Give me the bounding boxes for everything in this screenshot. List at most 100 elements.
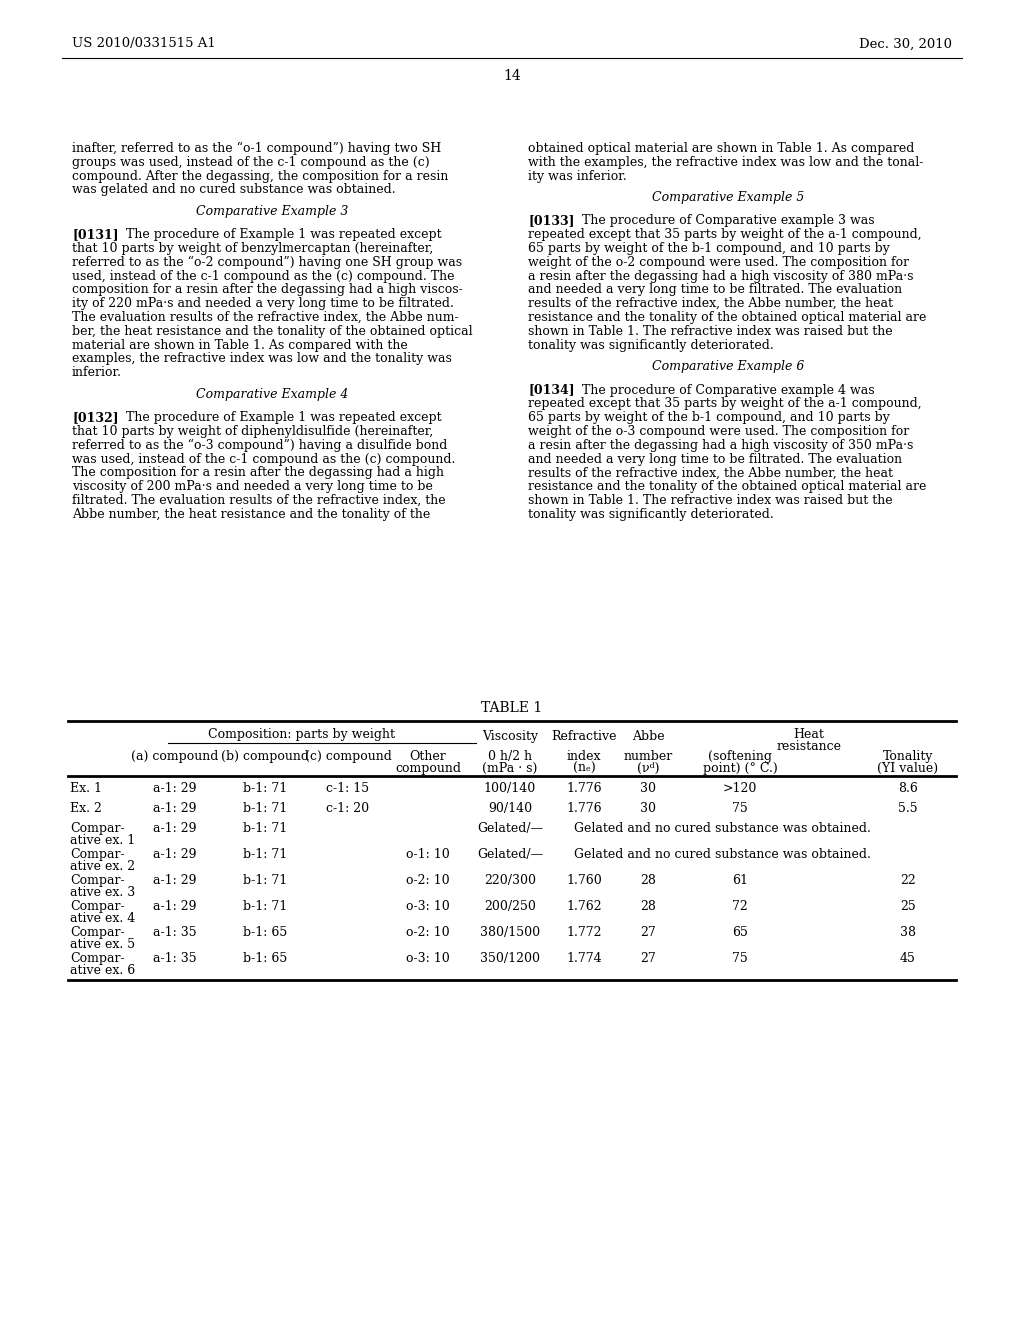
- Text: Gelated and no cured substance was obtained.: Gelated and no cured substance was obtai…: [574, 847, 870, 861]
- Text: Comparative Example 3: Comparative Example 3: [196, 205, 348, 218]
- Text: composition for a resin after the degassing had a high viscos-: composition for a resin after the degass…: [72, 284, 463, 297]
- Text: 22: 22: [900, 874, 915, 887]
- Text: 1.762: 1.762: [566, 900, 602, 913]
- Text: (mPa · s): (mPa · s): [482, 762, 538, 775]
- Text: tonality was significantly deteriorated.: tonality was significantly deteriorated.: [528, 508, 774, 520]
- Text: 61: 61: [732, 874, 748, 887]
- Text: weight of the o-3 compound were used. The composition for: weight of the o-3 compound were used. Th…: [528, 425, 909, 438]
- Text: ative ex. 2: ative ex. 2: [70, 861, 135, 873]
- Text: 1.776: 1.776: [566, 803, 602, 814]
- Text: 1.760: 1.760: [566, 874, 602, 887]
- Text: filtrated. The evaluation results of the refractive index, the: filtrated. The evaluation results of the…: [72, 494, 445, 507]
- Text: 1.772: 1.772: [566, 927, 602, 939]
- Text: c-1: 15: c-1: 15: [327, 781, 370, 795]
- Text: inferior.: inferior.: [72, 366, 122, 379]
- Text: and needed a very long time to be filtrated. The evaluation: and needed a very long time to be filtra…: [528, 453, 902, 466]
- Text: Gelated and no cured substance was obtained.: Gelated and no cured substance was obtai…: [574, 822, 870, 836]
- Text: was used, instead of the c-1 compound as the (c) compound.: was used, instead of the c-1 compound as…: [72, 453, 456, 466]
- Text: (b) compound: (b) compound: [221, 750, 309, 763]
- Text: (νᵈ): (νᵈ): [637, 762, 659, 775]
- Text: Composition: parts by weight: Composition: parts by weight: [208, 729, 395, 741]
- Text: that 10 parts by weight of diphenyldisulfide (hereinafter,: that 10 parts by weight of diphenyldisul…: [72, 425, 433, 438]
- Text: groups was used, instead of the c-1 compound as the (c): groups was used, instead of the c-1 comp…: [72, 156, 430, 169]
- Text: inafter, referred to as the “o-1 compound”) having two SH: inafter, referred to as the “o-1 compoun…: [72, 143, 441, 156]
- Text: resistance and the tonality of the obtained optical material are: resistance and the tonality of the obtai…: [528, 312, 927, 323]
- Text: Abbe number, the heat resistance and the tonality of the: Abbe number, the heat resistance and the…: [72, 508, 430, 520]
- Text: index: index: [566, 750, 601, 763]
- Text: Compar-: Compar-: [70, 847, 125, 861]
- Text: b-1: 71: b-1: 71: [243, 900, 287, 913]
- Text: with the examples, the refractive index was low and the tonal-: with the examples, the refractive index …: [528, 156, 924, 169]
- Text: b-1: 71: b-1: 71: [243, 874, 287, 887]
- Text: 27: 27: [640, 927, 656, 939]
- Text: 65 parts by weight of the b-1 compound, and 10 parts by: 65 parts by weight of the b-1 compound, …: [528, 242, 890, 255]
- Text: [0132]: [0132]: [72, 411, 119, 424]
- Text: (softening: (softening: [708, 750, 772, 763]
- Text: a-1: 29: a-1: 29: [154, 803, 197, 814]
- Text: b-1: 71: b-1: 71: [243, 847, 287, 861]
- Text: (c) compound: (c) compound: [304, 750, 391, 763]
- Text: a-1: 35: a-1: 35: [154, 952, 197, 965]
- Text: ber, the heat resistance and the tonality of the obtained optical: ber, the heat resistance and the tonalit…: [72, 325, 473, 338]
- Text: 90/140: 90/140: [488, 803, 532, 814]
- Text: Comparative Example 5: Comparative Example 5: [652, 191, 804, 205]
- Text: o-3: 10: o-3: 10: [407, 900, 450, 913]
- Text: o-3: 10: o-3: 10: [407, 952, 450, 965]
- Text: viscosity of 200 mPa·s and needed a very long time to be: viscosity of 200 mPa·s and needed a very…: [72, 480, 433, 494]
- Text: The procedure of Example 1 was repeated except: The procedure of Example 1 was repeated …: [114, 411, 441, 424]
- Text: results of the refractive index, the Abbe number, the heat: results of the refractive index, the Abb…: [528, 297, 893, 310]
- Text: compound. After the degassing, the composition for a resin: compound. After the degassing, the compo…: [72, 169, 449, 182]
- Text: The composition for a resin after the degassing had a high: The composition for a resin after the de…: [72, 466, 444, 479]
- Text: a-1: 29: a-1: 29: [154, 900, 197, 913]
- Text: US 2010/0331515 A1: US 2010/0331515 A1: [72, 37, 216, 50]
- Text: Compar-: Compar-: [70, 900, 125, 913]
- Text: ative ex. 4: ative ex. 4: [70, 912, 135, 925]
- Text: 1.776: 1.776: [566, 781, 602, 795]
- Text: referred to as the “o-3 compound”) having a disulfide bond: referred to as the “o-3 compound”) havin…: [72, 438, 447, 451]
- Text: Gelated/—: Gelated/—: [477, 822, 543, 836]
- Text: that 10 parts by weight of benzylmercaptan (hereinafter,: that 10 parts by weight of benzylmercapt…: [72, 242, 433, 255]
- Text: ative ex. 3: ative ex. 3: [70, 886, 135, 899]
- Text: The procedure of Comparative example 4 was: The procedure of Comparative example 4 w…: [570, 384, 874, 396]
- Text: Tonality: Tonality: [883, 750, 933, 763]
- Text: [0133]: [0133]: [528, 214, 574, 227]
- Text: [0131]: [0131]: [72, 228, 119, 242]
- Text: o-1: 10: o-1: 10: [407, 847, 450, 861]
- Text: obtained optical material are shown in Table 1. As compared: obtained optical material are shown in T…: [528, 143, 914, 154]
- Text: (nₑ): (nₑ): [572, 762, 595, 775]
- Text: >120: >120: [723, 781, 757, 795]
- Text: 65: 65: [732, 927, 748, 939]
- Text: tonality was significantly deteriorated.: tonality was significantly deteriorated.: [528, 339, 774, 351]
- Text: Abbe: Abbe: [632, 730, 665, 743]
- Text: o-2: 10: o-2: 10: [407, 927, 450, 939]
- Text: 72: 72: [732, 900, 748, 913]
- Text: a resin after the degassing had a high viscosity of 380 mPa·s: a resin after the degassing had a high v…: [528, 269, 913, 282]
- Text: TABLE 1: TABLE 1: [481, 701, 543, 715]
- Text: Ex. 2: Ex. 2: [70, 803, 101, 814]
- Text: 5.5: 5.5: [898, 803, 918, 814]
- Text: Compar-: Compar-: [70, 822, 125, 836]
- Text: The procedure of Example 1 was repeated except: The procedure of Example 1 was repeated …: [114, 228, 441, 242]
- Text: Other: Other: [410, 750, 446, 763]
- Text: ity of 220 mPa·s and needed a very long time to be filtrated.: ity of 220 mPa·s and needed a very long …: [72, 297, 454, 310]
- Text: Comparative Example 4: Comparative Example 4: [196, 388, 348, 401]
- Text: The evaluation results of the refractive index, the Abbe num-: The evaluation results of the refractive…: [72, 312, 459, 323]
- Text: 75: 75: [732, 952, 748, 965]
- Text: repeated except that 35 parts by weight of the a-1 compound,: repeated except that 35 parts by weight …: [528, 228, 922, 242]
- Text: 1.774: 1.774: [566, 952, 602, 965]
- Text: compound: compound: [395, 762, 461, 775]
- Text: 30: 30: [640, 781, 656, 795]
- Text: 45: 45: [900, 952, 915, 965]
- Text: and needed a very long time to be filtrated. The evaluation: and needed a very long time to be filtra…: [528, 284, 902, 297]
- Text: Compar-: Compar-: [70, 874, 125, 887]
- Text: ative ex. 5: ative ex. 5: [70, 939, 135, 950]
- Text: 38: 38: [900, 927, 916, 939]
- Text: 380/1500: 380/1500: [480, 927, 540, 939]
- Text: (a) compound: (a) compound: [131, 750, 219, 763]
- Text: a-1: 35: a-1: 35: [154, 927, 197, 939]
- Text: resistance: resistance: [776, 741, 842, 752]
- Text: Dec. 30, 2010: Dec. 30, 2010: [859, 37, 952, 50]
- Text: Heat: Heat: [794, 729, 824, 741]
- Text: a resin after the degassing had a high viscosity of 350 mPa·s: a resin after the degassing had a high v…: [528, 438, 913, 451]
- Text: referred to as the “o-2 compound”) having one SH group was: referred to as the “o-2 compound”) havin…: [72, 256, 462, 269]
